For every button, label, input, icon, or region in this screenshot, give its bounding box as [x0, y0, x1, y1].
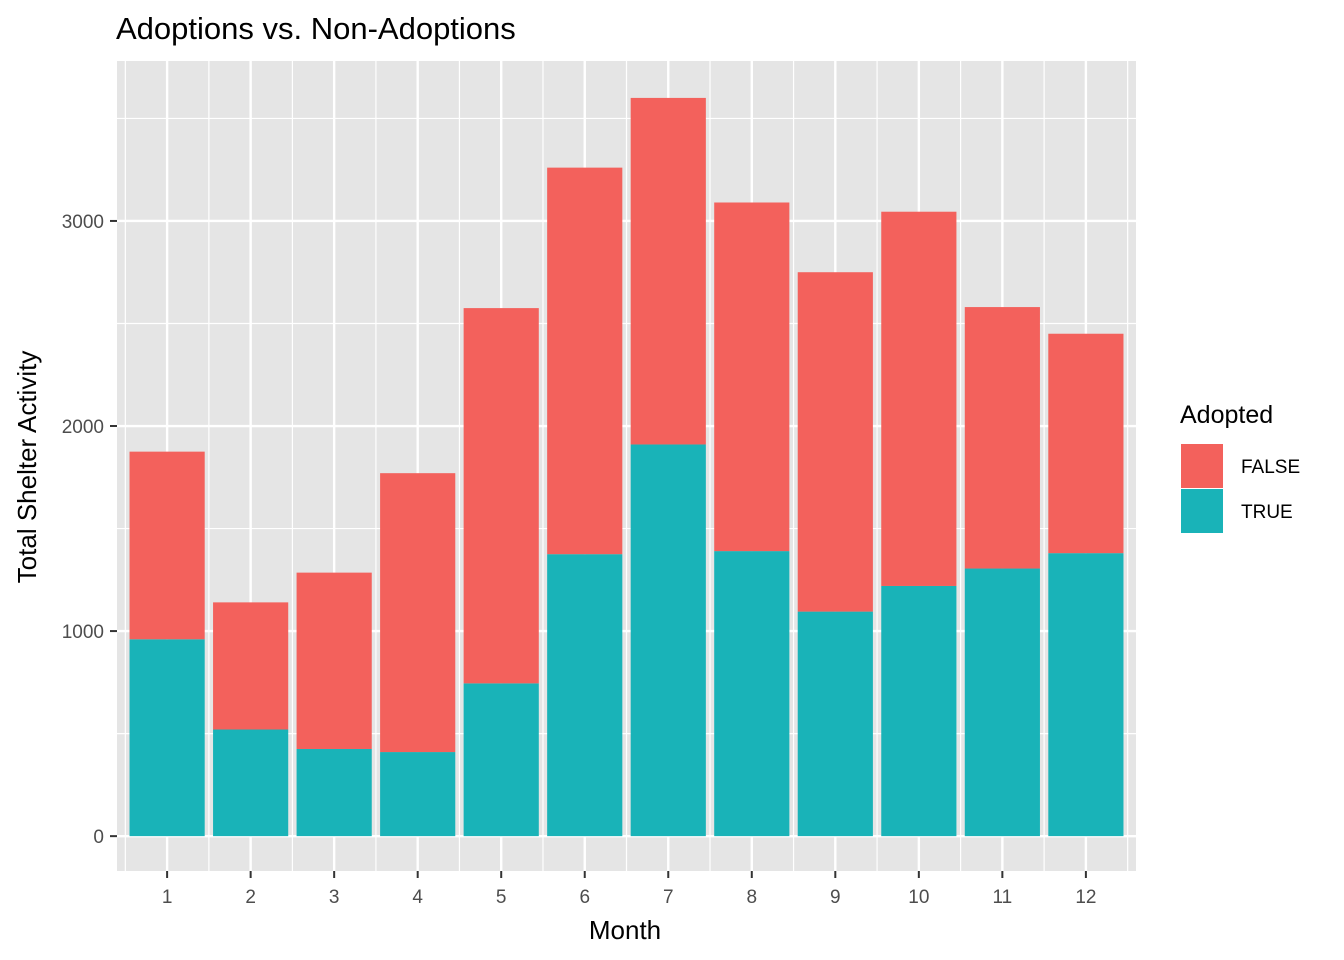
bar-false-month-5: [463, 308, 539, 684]
x-tick-label: 2: [245, 887, 256, 908]
bar-true-month-10: [881, 585, 957, 837]
bar-false-month-7: [630, 97, 706, 445]
bar-true-month-12: [1048, 553, 1124, 837]
bar-false-month-3: [296, 572, 372, 749]
x-tick-label: 7: [663, 887, 674, 908]
bar-false-month-1: [129, 451, 205, 640]
bar-true-month-11: [964, 568, 1040, 837]
bar-false-month-10: [881, 211, 957, 586]
bar-false-month-11: [964, 307, 1040, 569]
y-tick-label: 0: [93, 827, 104, 848]
x-tick-label: 12: [1075, 887, 1096, 908]
bar-false-month-6: [547, 167, 623, 555]
x-tick-label: 9: [830, 887, 841, 908]
y-axis-title: Total Shelter Activity: [12, 351, 42, 584]
bar-true-month-8: [714, 551, 790, 837]
bar-false-month-9: [797, 272, 873, 612]
x-tick-label: 11: [992, 887, 1012, 908]
bar-true-month-2: [213, 729, 289, 837]
y-tick-label: 3000: [62, 212, 104, 233]
y-tick-label: 2000: [62, 417, 104, 438]
bar-true-month-4: [380, 752, 456, 837]
bar-true-month-9: [797, 611, 873, 837]
bar-true-month-6: [547, 554, 623, 837]
bar-false-month-4: [380, 473, 456, 753]
x-tick-label: 3: [329, 887, 340, 908]
bar-false-month-12: [1048, 333, 1124, 554]
x-tick-label: 5: [496, 887, 507, 908]
x-tick-label: 8: [746, 887, 757, 908]
legend-key-false: [1181, 444, 1223, 488]
x-tick-label: 6: [579, 887, 590, 908]
legend-key-true: [1181, 489, 1223, 533]
legend-title: Adopted: [1180, 401, 1273, 429]
bar-true-month-7: [630, 444, 706, 837]
x-tick-label: 1: [162, 887, 173, 908]
chart-title: Adoptions vs. Non-Adoptions: [116, 11, 516, 46]
y-tick-label: 1000: [62, 622, 104, 643]
bar-true-month-1: [129, 639, 205, 837]
bar-false-month-8: [714, 202, 790, 552]
x-tick-label: 4: [412, 887, 423, 908]
x-tick-label: 10: [908, 887, 929, 908]
bar-true-month-3: [296, 748, 372, 837]
x-axis-title: Month: [589, 915, 661, 945]
bar-true-month-5: [463, 683, 539, 837]
legend-label-true: TRUE: [1241, 502, 1293, 523]
bar-false-month-2: [213, 602, 289, 730]
legend-label-false: FALSE: [1241, 457, 1300, 478]
